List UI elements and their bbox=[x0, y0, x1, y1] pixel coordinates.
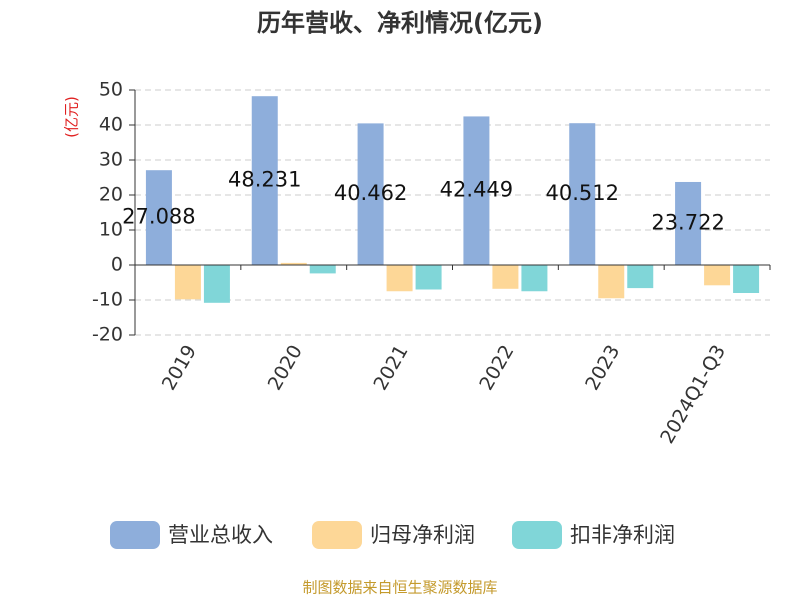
x-tick-label: 2021 bbox=[369, 341, 412, 394]
data-label: 40.462 bbox=[334, 181, 407, 205]
chart-title: 历年营收、净利情况(亿元) bbox=[257, 9, 543, 37]
bar bbox=[145, 170, 172, 265]
bar bbox=[704, 265, 731, 286]
bar bbox=[463, 116, 490, 265]
x-tick-label: 2020 bbox=[264, 341, 307, 394]
bar bbox=[675, 181, 702, 265]
bar bbox=[357, 123, 384, 266]
data-label: 23.722 bbox=[651, 210, 724, 234]
x-tick-label: 2019 bbox=[158, 341, 201, 394]
x-tick-label: 2023 bbox=[581, 341, 624, 394]
y-tick-label: -20 bbox=[92, 324, 123, 346]
bar bbox=[492, 265, 519, 289]
y-tick-label: 40 bbox=[99, 114, 123, 136]
bar bbox=[598, 265, 625, 299]
data-label: 40.512 bbox=[546, 181, 619, 205]
data-label: 48.231 bbox=[228, 168, 301, 192]
bar bbox=[415, 265, 442, 290]
bar bbox=[309, 265, 336, 274]
bar bbox=[174, 265, 201, 300]
x-tick-label: 2024Q1-Q3 bbox=[656, 341, 730, 447]
x-tick-label: 2022 bbox=[475, 341, 518, 394]
legend-label: 归母净利润 bbox=[370, 523, 475, 547]
data-label: 42.449 bbox=[440, 178, 513, 202]
y-tick-label: 20 bbox=[99, 184, 123, 206]
bar bbox=[251, 96, 278, 265]
bar bbox=[733, 265, 760, 293]
y-axis-label: (亿元) bbox=[63, 96, 81, 138]
legend-label: 营业总收入 bbox=[168, 523, 273, 547]
source-note: 制图数据来自恒生聚源数据库 bbox=[302, 579, 497, 597]
y-tick-label: 30 bbox=[99, 149, 123, 171]
y-tick-label: -10 bbox=[92, 289, 123, 311]
y-tick-label: 50 bbox=[99, 79, 123, 101]
y-tick-label: 10 bbox=[99, 219, 123, 241]
bar bbox=[386, 265, 413, 292]
bar bbox=[521, 265, 548, 292]
bar bbox=[280, 262, 307, 265]
bar bbox=[627, 265, 654, 289]
legend-label: 扣非净利润 bbox=[570, 523, 675, 547]
bar bbox=[569, 123, 596, 265]
data-label: 27.088 bbox=[122, 205, 195, 229]
y-tick-label: 0 bbox=[111, 254, 123, 276]
legend-swatch bbox=[312, 521, 362, 549]
legend-swatch bbox=[512, 521, 562, 549]
bar bbox=[203, 265, 230, 303]
legend-swatch bbox=[110, 521, 160, 549]
